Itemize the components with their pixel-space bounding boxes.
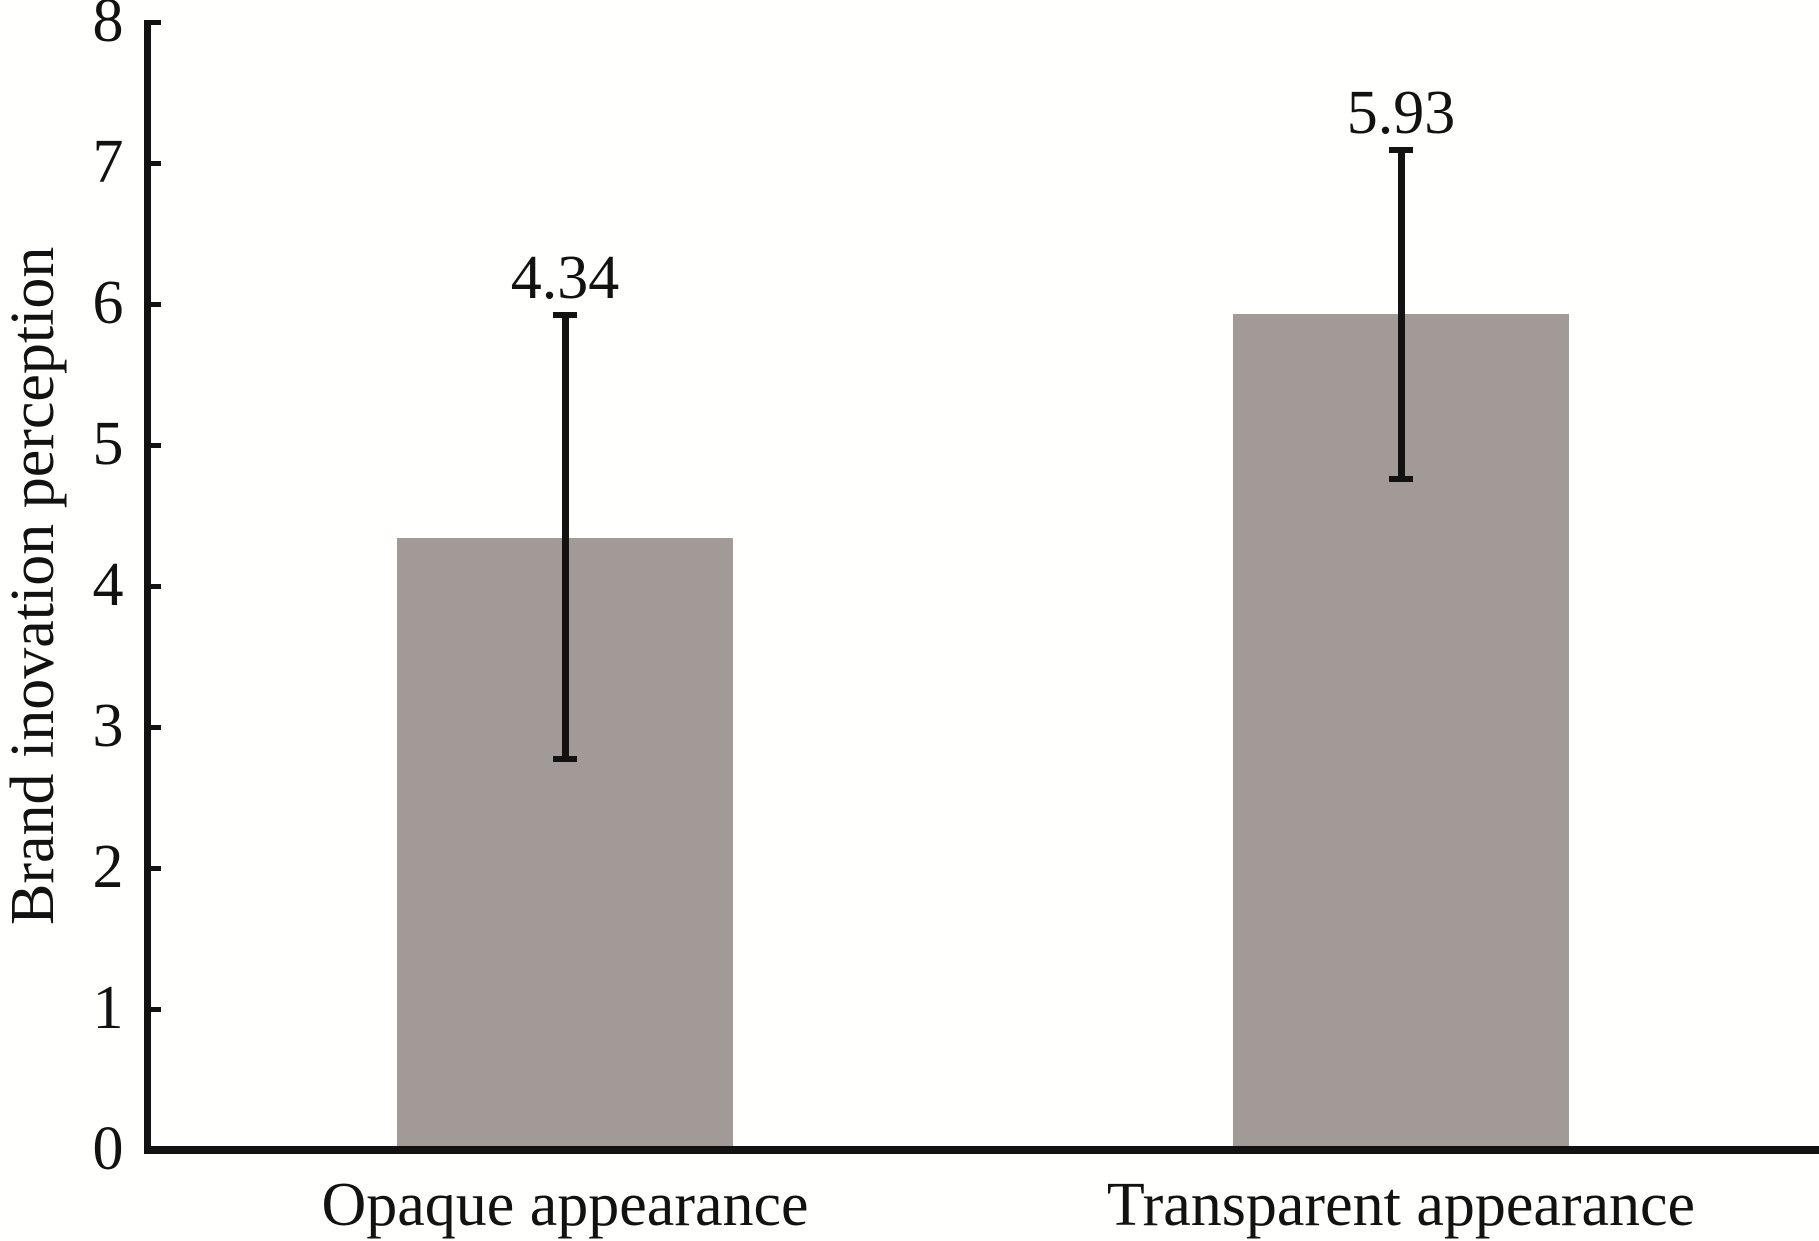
y-tick-label: 5 (92, 409, 124, 478)
error-bar-line (1397, 150, 1405, 479)
y-tick-label: 8 (92, 0, 124, 55)
y-axis-tick (147, 1006, 161, 1012)
x-axis-category-label: Transparent appearance (1106, 1171, 1696, 1239)
bar-value-label: 5.93 (1346, 78, 1456, 147)
y-tick-label: 7 (92, 127, 124, 196)
y-tick-label: 1 (92, 973, 124, 1042)
y-axis-tick (147, 865, 161, 871)
y-axis-tick (147, 724, 161, 730)
error-bar-cap-bottom (1389, 475, 1413, 482)
y-axis-tick (147, 583, 161, 589)
y-axis-tick (147, 19, 161, 25)
y-tick-label: 0 (92, 1114, 124, 1183)
y-axis-tick (147, 442, 161, 448)
error-bar-line (561, 315, 569, 760)
y-tick-label: 2 (92, 832, 124, 901)
y-tick-label: 3 (92, 691, 124, 760)
error-bar-cap-top (1389, 147, 1413, 154)
x-axis-category-label: Opaque appearance (321, 1171, 809, 1239)
y-axis-tick (147, 1147, 161, 1153)
error-bar-cap-top (553, 312, 577, 319)
y-tick-label: 6 (92, 268, 124, 337)
y-axis-tick (147, 301, 161, 307)
x-axis-line (143, 1146, 1819, 1154)
error-bar-cap-bottom (553, 756, 577, 763)
bar-value-label: 4.34 (510, 243, 620, 312)
y-axis-tick (147, 160, 161, 166)
y-tick-label: 4 (92, 550, 124, 619)
